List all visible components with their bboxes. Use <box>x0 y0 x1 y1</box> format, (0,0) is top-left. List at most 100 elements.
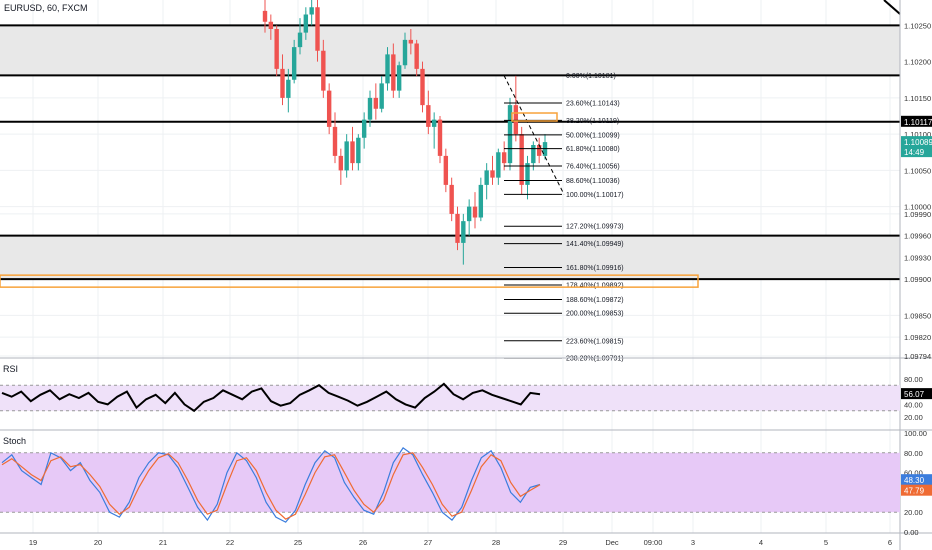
fibonacci-extension[interactable]: 0.00%(1.10181) 23.60%(1.10143) 38.20%(1.10… <box>503 73 624 363</box>
candle-body <box>519 134 524 185</box>
fib-level-label: 0.00%(1.10181) <box>566 73 616 80</box>
time-tick-label: 19 <box>29 538 37 547</box>
candle-body <box>291 47 297 80</box>
candle-body <box>420 68 425 106</box>
time-tick-label: 28 <box>492 538 500 547</box>
price-label-bg <box>901 146 932 158</box>
rsi-pane: 80.00 40.00 20.00 56.07 <box>0 375 932 422</box>
indicator-tick-label: 80.00 <box>904 449 923 458</box>
candle-body <box>315 7 320 51</box>
time-tick-label: 29 <box>559 538 567 547</box>
stoch-k-line <box>1 447 541 523</box>
time-tick-label: 4 <box>759 538 763 547</box>
indicator-band-fill <box>0 452 900 513</box>
fib-level-label: 200.00%(1.09853) <box>566 311 624 318</box>
price-tick-label: 1.10050 <box>904 166 931 175</box>
candle-body <box>461 221 466 243</box>
indicator-tick-label: 20.00 <box>904 413 923 422</box>
candle-body <box>280 68 285 98</box>
candle-body <box>262 10 268 22</box>
fib-level-label: 50.00%(1.10099) <box>566 132 620 139</box>
candle-body <box>472 206 478 218</box>
rsi-value-bg <box>901 388 932 400</box>
horizontal-levels[interactable] <box>0 24 900 281</box>
candle-body <box>443 155 449 185</box>
orange-small-box[interactable] <box>511 112 558 122</box>
candle-body <box>332 126 338 156</box>
indicator-tick-label: 100.00 <box>904 429 927 438</box>
candle-body <box>356 137 361 164</box>
fib-level-label: 88.60%(1.10036) <box>566 178 620 185</box>
candle-body <box>437 119 443 156</box>
time-tick-label: 5 <box>824 538 828 547</box>
candle-body <box>361 119 367 138</box>
time-axis[interactable]: 19 20 21 22 25 26 27 28 29 Dec 09:00 3 4 5 6 <box>29 538 892 547</box>
price-tick-label: 1.10250 <box>904 21 931 30</box>
indicator-tick-label: 60.00 <box>904 469 923 478</box>
zone-rect <box>0 235 900 280</box>
candle-body <box>414 43 419 69</box>
fib-level-label: 38.20%(1.10119) <box>566 118 619 125</box>
fib-level-label: 161.80%(1.09916) <box>566 265 624 272</box>
candle-body <box>338 155 344 171</box>
time-tick-label: 27 <box>424 538 432 547</box>
candle-body <box>309 7 314 15</box>
price-tick-label: 1.09850 <box>904 311 931 320</box>
price-tick-label: 1.10000 <box>904 203 931 212</box>
fib-dashed-line <box>503 75 565 195</box>
orange-zone-box[interactable] <box>0 274 699 288</box>
candle-body <box>350 141 355 164</box>
stoch-value-bg <box>901 484 932 496</box>
candle-body <box>507 105 513 164</box>
fib-level-label: 23.60%(1.10143) <box>566 100 620 107</box>
price-tick-label: 1.10100 <box>904 130 931 139</box>
candlesticks <box>262 0 548 265</box>
stoch-d-line <box>1 452 541 520</box>
candle-body <box>426 105 431 127</box>
price-tick-label: 1.09900 <box>904 275 931 284</box>
time-tick-label: 20 <box>94 538 102 547</box>
time-tick-label: 09:00 <box>644 538 663 547</box>
time-tick-label: 3 <box>691 538 695 547</box>
time-tick-label: 22 <box>226 538 234 547</box>
candle-body <box>513 105 519 135</box>
candle-body <box>373 97 379 109</box>
candle-body <box>525 163 530 185</box>
stoch-title: Stoch <box>3 436 26 446</box>
time-tick-label: 25 <box>294 538 302 547</box>
candle-body <box>268 21 274 30</box>
time-tick-label: 6 <box>888 538 892 547</box>
fib-level-label: 100.00%(1.10017) <box>566 192 624 199</box>
price-tick-label: 1.09930 <box>904 253 931 262</box>
price-tick-label: 1.09794 <box>904 352 931 361</box>
candle-body <box>484 170 489 185</box>
indicator-tick-label: 0.00 <box>904 528 919 537</box>
trend-line[interactable] <box>883 0 901 15</box>
candle-body <box>501 152 507 164</box>
candle-body <box>431 119 437 127</box>
candle-body <box>321 50 326 91</box>
candle-body <box>379 83 384 109</box>
candle-body <box>490 170 495 178</box>
candle-body <box>303 14 309 33</box>
fib-level-label: 188.60%(1.09872) <box>566 297 624 304</box>
indicator-tick-label: 20.00 <box>904 508 923 517</box>
candle-body <box>466 206 472 222</box>
fib-level-label: 238.20%(1.09791) <box>566 356 624 363</box>
fib-level-label: 76.40%(1.10056) <box>566 164 620 171</box>
candle-body <box>391 54 396 91</box>
price-label-bg <box>901 115 932 127</box>
time-tick-label: 21 <box>159 538 167 547</box>
fib-level-label: 127.20%(1.09973) <box>566 224 624 231</box>
candle-body <box>536 145 542 156</box>
candle-body <box>326 90 332 127</box>
price-axis[interactable]: 1.10250 1.10200 1.10150 1.10100 1.10050 1.100… <box>901 21 932 361</box>
orange-boxes[interactable] <box>0 112 699 288</box>
price-label-bg <box>901 136 932 148</box>
indicator-tick-label: 40.00 <box>904 400 923 409</box>
candle-body <box>496 152 501 178</box>
zone-rect <box>0 25 900 76</box>
fib-level-label: 178.40%(1.09892) <box>566 282 624 289</box>
time-tick-label: Dec <box>605 538 619 547</box>
